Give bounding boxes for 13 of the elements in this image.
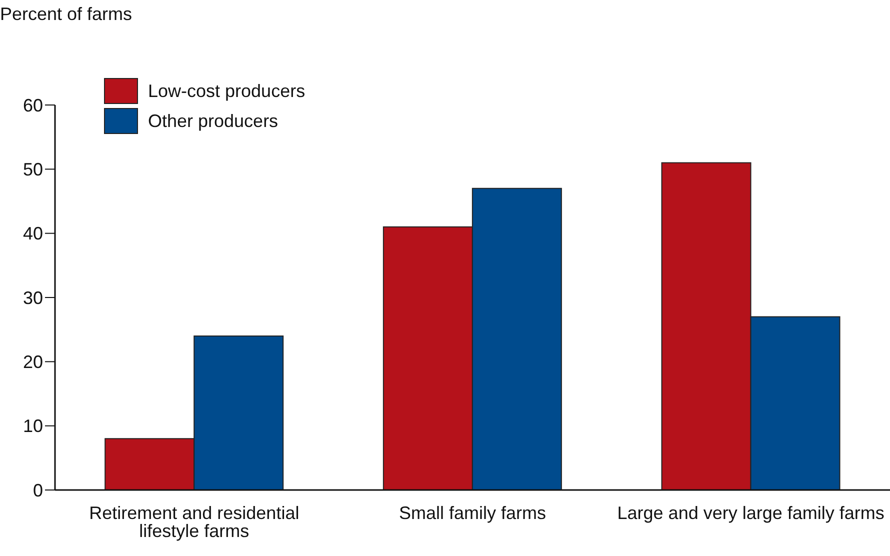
y-tick-label: 40 — [22, 224, 43, 244]
legend-label: Other producers — [147, 110, 280, 133]
y-tick-label: 20 — [22, 352, 43, 372]
y-tick-label: 60 — [22, 95, 43, 116]
x-tick-label: Retirement and residential lifestyle farms — [89, 502, 300, 541]
y-tick-label: 50 — [22, 160, 43, 180]
y-tick-label: 0 — [32, 480, 43, 500]
y-tick-label: 30 — [22, 288, 43, 308]
y-tick-label: 10 — [22, 416, 43, 436]
x-tick-label: Large and very large family farms — [617, 502, 884, 523]
legend-label: Low-cost producers — [147, 80, 306, 103]
y-axis-title: Percent of farms — [0, 4, 132, 25]
x-tick-label: Small family farms — [398, 502, 546, 523]
